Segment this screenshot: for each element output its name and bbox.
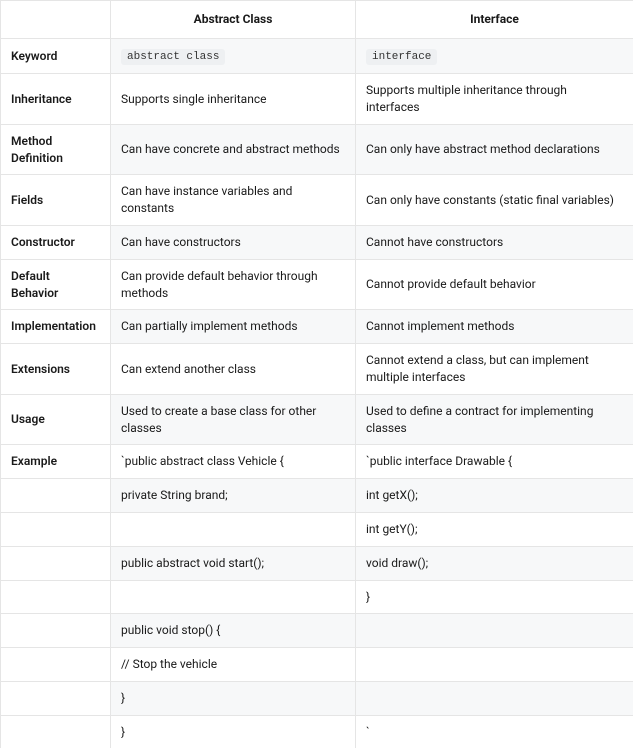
- row-label: [1, 681, 111, 715]
- cell-abstract: Can provide default behavior through met…: [111, 259, 356, 310]
- row-label: [1, 512, 111, 546]
- cell-interface: int getX();: [356, 479, 633, 513]
- row-label: Fields: [1, 175, 111, 226]
- cell-interface: [356, 648, 633, 682]
- cell-abstract: [111, 580, 356, 614]
- cell-interface: [356, 614, 633, 648]
- table-row: Inheritance Supports single inheritance …: [1, 74, 633, 125]
- header-abstract-class: Abstract Class: [111, 1, 356, 39]
- cell-abstract: `public abstract class Vehicle {: [111, 445, 356, 479]
- table-row: Fields Can have instance variables and c…: [1, 175, 633, 226]
- table-row: Constructor Can have constructors Cannot…: [1, 225, 633, 259]
- cell-abstract: }: [111, 681, 356, 715]
- cell-interface: Cannot have constructors: [356, 225, 633, 259]
- cell-interface: `public interface Drawable {: [356, 445, 633, 479]
- table-row: Example `public abstract class Vehicle {…: [1, 445, 633, 479]
- table-row: Implementation Can partially implement m…: [1, 310, 633, 344]
- cell-abstract: abstract class: [111, 38, 356, 73]
- row-label: Keyword: [1, 38, 111, 73]
- cell-abstract: }: [111, 715, 356, 748]
- cell-interface: }: [356, 580, 633, 614]
- cell-abstract: Supports single inheritance: [111, 74, 356, 125]
- row-label: [1, 715, 111, 748]
- cell-interface: Cannot implement methods: [356, 310, 633, 344]
- cell-abstract: Can extend another class: [111, 344, 356, 395]
- table-row: // Stop the vehicle: [1, 648, 633, 682]
- row-label: Implementation: [1, 310, 111, 344]
- cell-interface: int getY();: [356, 512, 633, 546]
- row-label: Constructor: [1, 225, 111, 259]
- table-row: }: [1, 681, 633, 715]
- keyword-code: abstract class: [121, 49, 225, 65]
- row-label: [1, 580, 111, 614]
- cell-abstract: // Stop the vehicle: [111, 648, 356, 682]
- cell-interface: interface: [356, 38, 633, 73]
- table-row: } `: [1, 715, 633, 748]
- table-row: int getY();: [1, 512, 633, 546]
- row-label: [1, 648, 111, 682]
- header-interface: Interface: [356, 1, 633, 39]
- cell-interface: void draw();: [356, 546, 633, 580]
- comparison-table: Abstract Class Interface Keyword abstrac…: [0, 0, 633, 748]
- row-label: Default Behavior: [1, 259, 111, 310]
- table-row: Method Definition Can have concrete and …: [1, 124, 633, 175]
- cell-interface: [356, 681, 633, 715]
- row-label: [1, 546, 111, 580]
- cell-interface: Can only have constants (static final va…: [356, 175, 633, 226]
- keyword-code: interface: [366, 49, 437, 65]
- row-label: Method Definition: [1, 124, 111, 175]
- table-row: public abstract void start(); void draw(…: [1, 546, 633, 580]
- table-row: Keyword abstract class interface: [1, 38, 633, 73]
- cell-abstract: public void stop() {: [111, 614, 356, 648]
- cell-interface: Cannot provide default behavior: [356, 259, 633, 310]
- cell-abstract: Can have constructors: [111, 225, 356, 259]
- header-row: Abstract Class Interface: [1, 1, 633, 39]
- cell-interface: Supports multiple inheritance through in…: [356, 74, 633, 125]
- cell-interface: Used to define a contract for implementi…: [356, 394, 633, 445]
- cell-abstract: Can have concrete and abstract methods: [111, 124, 356, 175]
- table-row: }: [1, 580, 633, 614]
- cell-abstract: private String brand;: [111, 479, 356, 513]
- table-row: private String brand; int getX();: [1, 479, 633, 513]
- cell-abstract: Used to create a base class for other cl…: [111, 394, 356, 445]
- table-row: Extensions Can extend another class Cann…: [1, 344, 633, 395]
- cell-abstract: Can have instance variables and constant…: [111, 175, 356, 226]
- cell-abstract: public abstract void start();: [111, 546, 356, 580]
- table-row: public void stop() {: [1, 614, 633, 648]
- cell-abstract: Can partially implement methods: [111, 310, 356, 344]
- cell-abstract: [111, 512, 356, 546]
- cell-interface: Can only have abstract method declaratio…: [356, 124, 633, 175]
- cell-interface: Cannot extend a class, but can implement…: [356, 344, 633, 395]
- table-row: Usage Used to create a base class for ot…: [1, 394, 633, 445]
- row-label: [1, 479, 111, 513]
- row-label: [1, 614, 111, 648]
- table-row: Default Behavior Can provide default beh…: [1, 259, 633, 310]
- row-label: Usage: [1, 394, 111, 445]
- row-label: Example: [1, 445, 111, 479]
- header-blank: [1, 1, 111, 39]
- cell-interface: `: [356, 715, 633, 748]
- row-label: Inheritance: [1, 74, 111, 125]
- row-label: Extensions: [1, 344, 111, 395]
